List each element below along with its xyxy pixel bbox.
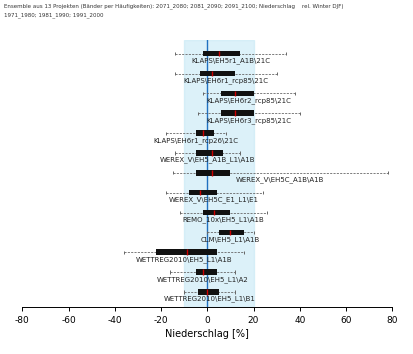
Text: KLAPS\EH6r1_rcp85\21C: KLAPS\EH6r1_rcp85\21C: [183, 77, 268, 84]
FancyBboxPatch shape: [198, 289, 219, 295]
Text: KLAPS\EH6r3_rcp85\21C: KLAPS\EH6r3_rcp85\21C: [206, 117, 292, 124]
FancyBboxPatch shape: [189, 190, 216, 195]
Text: CLM\EH5_L1\A1B: CLM\EH5_L1\A1B: [201, 236, 260, 243]
Text: WETTREG2010\EH5_L1\A2: WETTREG2010\EH5_L1\A2: [157, 276, 249, 282]
X-axis label: Niederschlag [%]: Niederschlag [%]: [165, 329, 249, 339]
FancyBboxPatch shape: [196, 130, 214, 136]
Text: KLAPS\EH5r1_A1B\21C: KLAPS\EH5r1_A1B\21C: [191, 57, 270, 64]
Text: WETTREG2010\EH5_L1\B1: WETTREG2010\EH5_L1\B1: [164, 296, 256, 302]
FancyBboxPatch shape: [203, 51, 240, 56]
FancyBboxPatch shape: [221, 110, 254, 116]
Text: 1971_1980; 1981_1990; 1991_2000: 1971_1980; 1981_1990; 1991_2000: [4, 12, 104, 18]
FancyBboxPatch shape: [196, 170, 230, 176]
FancyBboxPatch shape: [221, 91, 254, 96]
Text: KLAPS\EH6r2_rcp85\21C: KLAPS\EH6r2_rcp85\21C: [206, 97, 291, 104]
FancyBboxPatch shape: [157, 250, 216, 255]
FancyBboxPatch shape: [219, 230, 244, 235]
Text: WETTREG2010\EH5_L1\A1B: WETTREG2010\EH5_L1\A1B: [136, 256, 233, 263]
FancyBboxPatch shape: [200, 71, 235, 76]
Text: WEREX_V\EH5C_E1_L1\E1: WEREX_V\EH5C_E1_L1\E1: [169, 196, 259, 203]
Text: Ensemble aus 13 Projekten (Bänder per Häufigkeiten): 2071_2080; 2081_2090; 2091_: Ensemble aus 13 Projekten (Bänder per Hä…: [4, 4, 344, 9]
Bar: [184, 40, 254, 307]
FancyBboxPatch shape: [196, 150, 223, 156]
Text: WEREX_V\EH5C_A1B\A1B: WEREX_V\EH5C_A1B\A1B: [236, 177, 324, 183]
Text: WEREX_V\EH5_A1B_L1\A1B: WEREX_V\EH5_A1B_L1\A1B: [159, 157, 255, 164]
FancyBboxPatch shape: [196, 269, 216, 275]
FancyBboxPatch shape: [203, 210, 230, 215]
Text: KLAPS\EH6r1_rcp26\21C: KLAPS\EH6r1_rcp26\21C: [153, 137, 238, 144]
Text: REMO_10x\EH5_L1\A1B: REMO_10x\EH5_L1\A1B: [183, 216, 264, 223]
